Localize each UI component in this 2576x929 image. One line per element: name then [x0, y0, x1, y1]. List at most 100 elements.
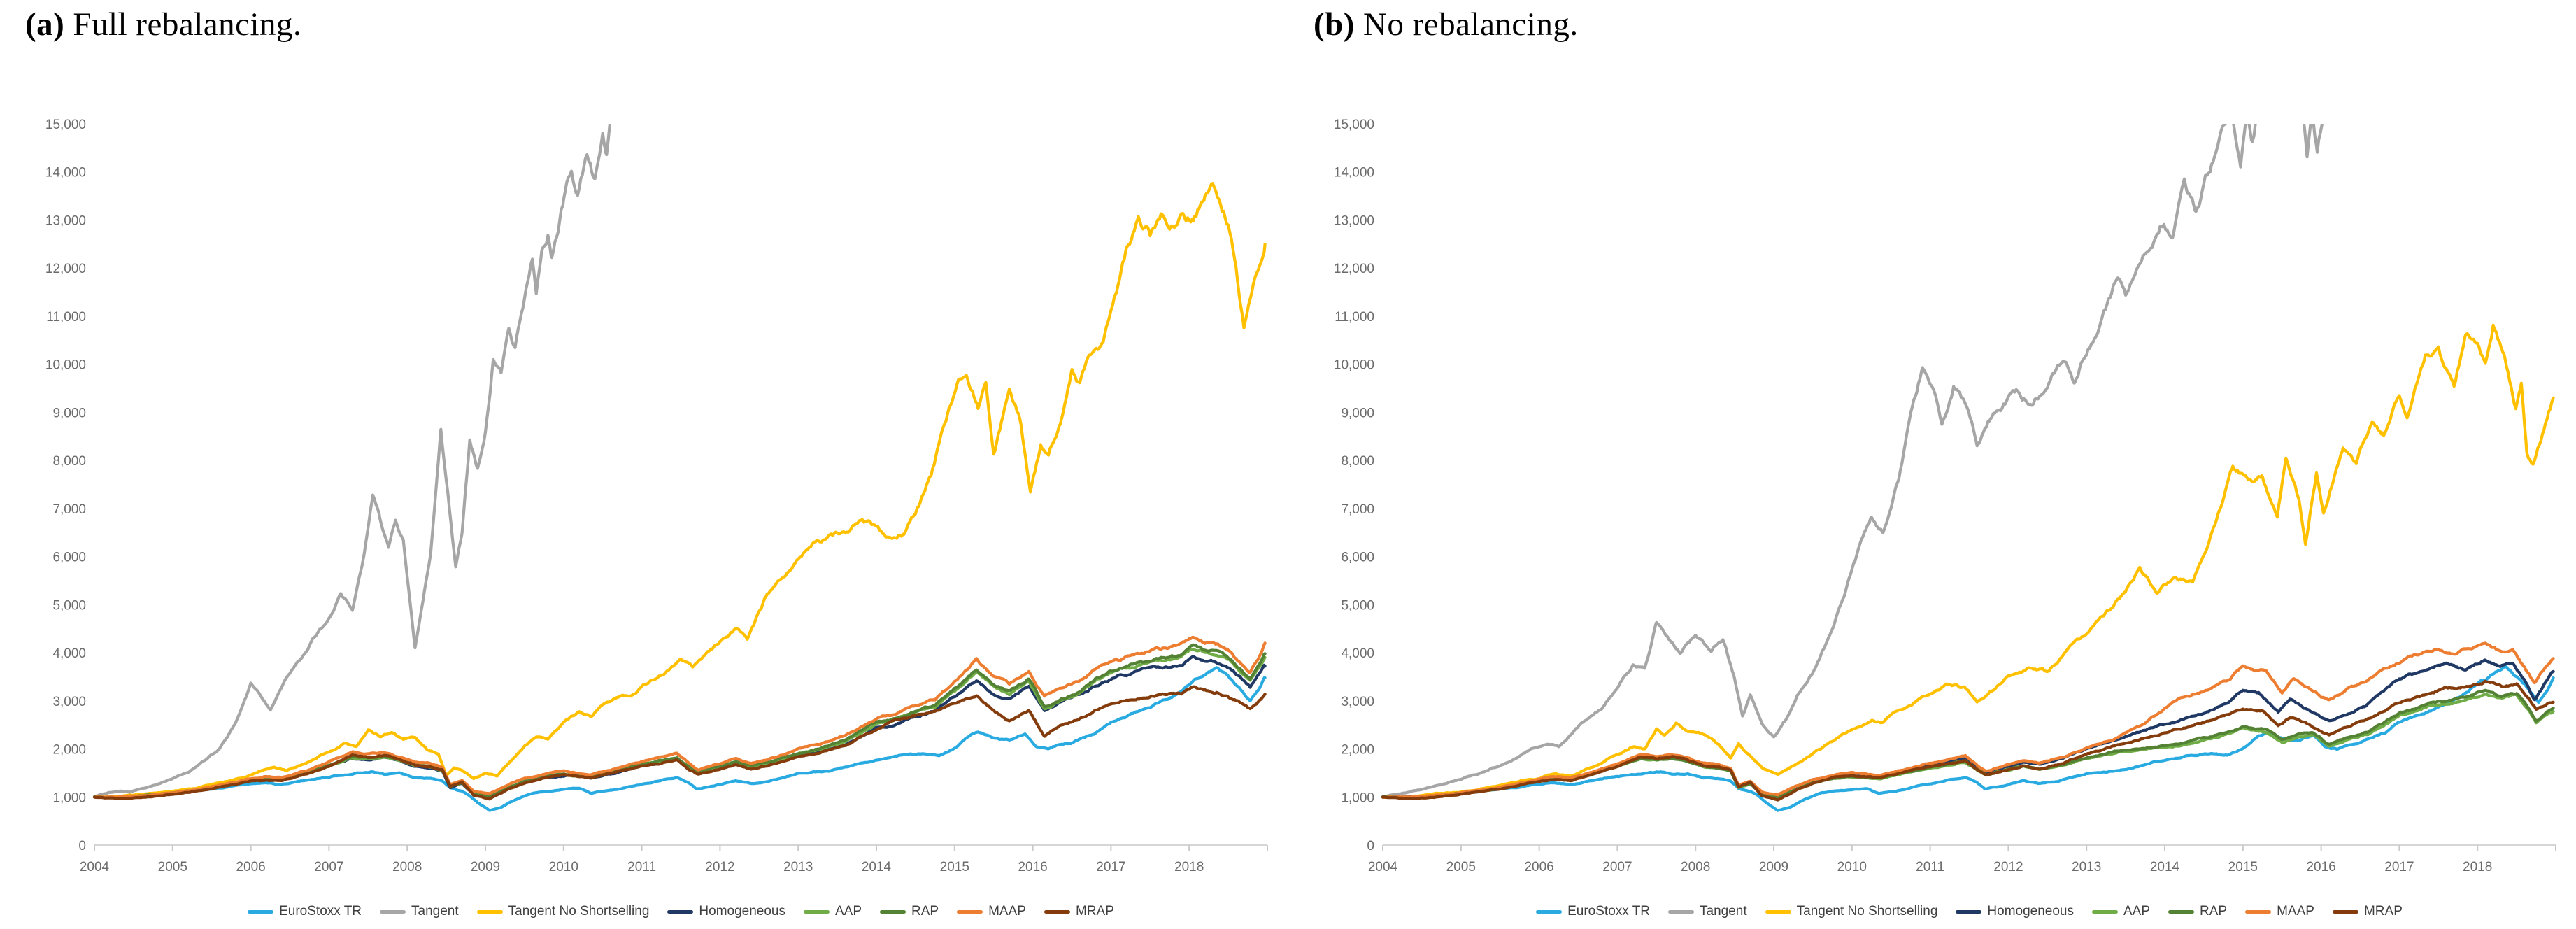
legend-swatch-icon — [804, 909, 830, 914]
legend-item-tangent-no-shortselling: Tangent No Shortselling — [1765, 904, 1938, 919]
legend-label: Homogeneous — [1987, 904, 2074, 919]
legend-label: Tangent — [411, 904, 459, 919]
series-line-rap — [92, 643, 1267, 800]
legend-swatch-icon — [1044, 909, 1070, 914]
y-axis-label: 13,000 — [1334, 213, 1374, 228]
legend-item-aap: AAP — [804, 904, 862, 919]
x-axis-label: 2004 — [1368, 860, 1398, 874]
series-line-maap — [92, 635, 1267, 799]
x-axis-label: 2015 — [2228, 860, 2258, 874]
legend-swatch-icon — [2245, 909, 2272, 914]
legend-swatch-icon — [2168, 909, 2195, 914]
x-axis-label: 2005 — [1446, 860, 1476, 874]
legend-label: RAP — [2200, 904, 2228, 919]
panel-b-title-text: No rebalancing. — [1362, 6, 1579, 43]
y-axis-label: 15,000 — [1334, 118, 1374, 132]
x-axis-label: 2014 — [862, 860, 892, 874]
legend-item-mrap: MRAP — [2332, 904, 2403, 919]
legend-a: EuroStoxx TR Tangent Tangent No Shortselli… — [94, 904, 1267, 919]
y-axis-label: 12,000 — [1334, 262, 1374, 276]
legend-item-eurostoxx-tr: EuroStoxx TR — [248, 904, 362, 919]
legend-swatch-icon — [1956, 909, 1982, 914]
y-axis-label: 2,000 — [1341, 743, 1374, 758]
x-axis-label: 2009 — [1759, 860, 1788, 874]
x-axis-label: 2017 — [2384, 860, 2414, 874]
legend-label: EuroStoxx TR — [279, 904, 362, 919]
x-axis-label: 2018 — [1174, 860, 1204, 874]
legend-item-maap: MAAP — [957, 904, 1026, 919]
legend-swatch-icon — [957, 909, 983, 914]
legend-label: Tangent No Shortselling — [1796, 904, 1938, 919]
legend-swatch-icon — [1668, 909, 1695, 914]
legend-swatch-icon — [248, 909, 274, 914]
legend-swatch-icon — [2332, 909, 2358, 914]
legend-label: MRAP — [2363, 904, 2403, 919]
legend-item-eurostoxx-tr: EuroStoxx TR — [1536, 904, 1650, 919]
legend-item-tangent-no-shortselling: Tangent No Shortselling — [476, 904, 650, 919]
series-line-mrap — [1381, 679, 2555, 802]
x-axis-label: 2006 — [236, 860, 265, 874]
y-axis-label: 5,000 — [52, 598, 86, 613]
legend-swatch-icon — [380, 909, 406, 914]
y-axis-label: 1,000 — [52, 790, 86, 805]
y-axis-label: 5,000 — [1341, 598, 1374, 613]
legend-label: EuroStoxx TR — [1567, 904, 1651, 919]
x-axis-label: 2016 — [1018, 860, 1047, 874]
legend-item-tangent: Tangent — [380, 904, 459, 919]
y-axis-label: 2,000 — [52, 743, 86, 758]
legend-label: Tangent No Shortselling — [508, 904, 650, 919]
y-axis-label: 3,000 — [52, 695, 86, 709]
legend-label: AAP — [2123, 904, 2151, 919]
y-axis-label: 8,000 — [1341, 454, 1374, 469]
legend-label: AAP — [835, 904, 862, 919]
y-axis-label: 13,000 — [45, 213, 86, 228]
legend-label: Tangent — [1700, 904, 1747, 919]
panel-a-label: (a) — [25, 6, 65, 43]
series-line-eurostoxx-tr — [1381, 665, 2555, 812]
x-axis-label: 2004 — [80, 860, 110, 874]
legend-label: MRAP — [1075, 904, 1114, 919]
legend-item-homogeneous: Homogeneous — [1956, 904, 2074, 919]
panel-full-rebalancing: (a) Full rebalancing. 2004 2005 2006 2007 200… — [25, 6, 1268, 919]
x-axis-label: 2011 — [627, 860, 656, 874]
y-axis-label: 6,000 — [52, 551, 86, 565]
legend-label: Homogeneous — [699, 904, 785, 919]
series-line-tangent — [92, 124, 612, 799]
series-line-eurostoxx-tr — [92, 666, 1267, 812]
x-axis-label: 2013 — [783, 860, 813, 874]
panel-b-label: (b) — [1314, 6, 1355, 43]
x-axis-label: 2009 — [471, 860, 500, 874]
panel-a-caption: (a) Full rebalancing. — [25, 6, 301, 43]
series-line-tangent-no-shortselling — [92, 182, 1267, 799]
legend-swatch-icon — [2092, 909, 2118, 914]
y-axis-label: 9,000 — [1341, 406, 1374, 420]
y-axis-label: 7,000 — [1341, 502, 1374, 517]
x-axis-label: 2015 — [940, 860, 969, 874]
legend-label: MAAP — [2277, 904, 2314, 919]
legend-swatch-icon — [880, 909, 906, 914]
series-line-rap — [1381, 688, 2555, 800]
y-axis-label: 11,000 — [46, 310, 86, 325]
y-axis-label: 6,000 — [1341, 551, 1374, 565]
legend-item-rap: RAP — [880, 904, 939, 919]
x-axis-label: 2006 — [1524, 860, 1553, 874]
legend-swatch-icon — [1536, 909, 1563, 914]
x-axis-label: 2010 — [1837, 860, 1867, 874]
y-axis-label: 0 — [78, 839, 86, 853]
legend-item-aap: AAP — [2092, 904, 2150, 919]
x-axis-label: 2008 — [1681, 860, 1710, 874]
y-axis-label: 0 — [1367, 839, 1374, 853]
legend-label: MAAP — [988, 904, 1026, 919]
x-axis-label: 2011 — [1916, 860, 1944, 874]
series-line-maap — [1381, 641, 2555, 800]
y-axis-label: 8,000 — [52, 454, 86, 469]
y-axis-label: 10,000 — [1334, 358, 1374, 373]
legend-item-rap: RAP — [2168, 904, 2227, 919]
y-axis-label: 9,000 — [52, 406, 86, 420]
series-line-tangent — [1381, 124, 2324, 798]
y-axis-label: 11,000 — [1335, 310, 1374, 325]
legend-item-tangent: Tangent — [1668, 904, 1747, 919]
x-axis-label: 2014 — [2150, 860, 2180, 874]
x-axis-label: 2017 — [1096, 860, 1125, 874]
